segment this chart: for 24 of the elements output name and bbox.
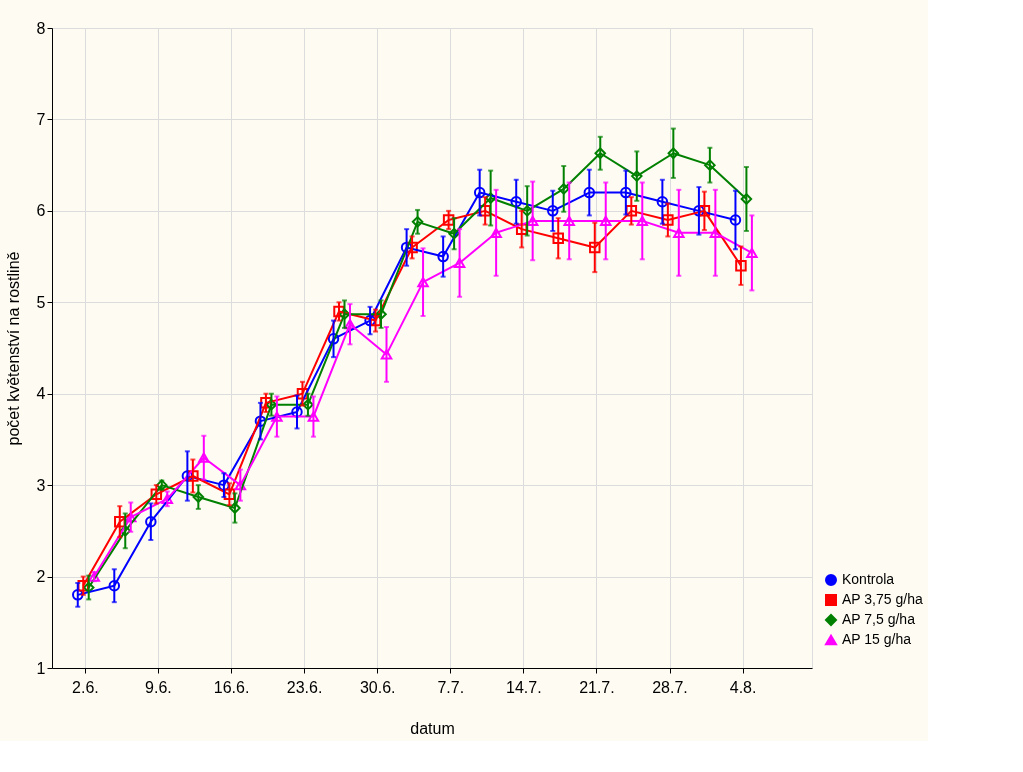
x-axis-title: datum [410, 719, 455, 737]
y-axis-title: počet květenství na rostlině [4, 251, 22, 446]
y-tick-label: 2 [36, 568, 46, 586]
x-tick-label: 30.6. [359, 678, 396, 696]
x-tick-label: 16.6. [213, 678, 250, 696]
y-tick-label: 7 [36, 110, 46, 128]
x-tick-label: 23.6. [286, 678, 323, 696]
legend-label: Kontrola [842, 571, 895, 587]
y-tick-label: 8 [36, 19, 46, 37]
y-tick-label: 1 [36, 659, 46, 677]
y-tick-label: 3 [36, 476, 46, 494]
x-tick-label: 21.7. [579, 678, 615, 696]
x-tick-label: 28.7. [652, 678, 688, 696]
legend-label: AP 3,75 g/ha [842, 591, 923, 607]
y-tick-label: 5 [36, 293, 46, 311]
x-tick-label: 14.7. [506, 678, 542, 696]
y-tick-label: 4 [36, 385, 46, 403]
x-tick-label: 4.8. [729, 678, 757, 696]
x-tick-label: 9.6. [145, 678, 172, 696]
x-tick-label: 7.7. [437, 678, 465, 696]
legend-label: AP 7,5 g/ha [842, 611, 916, 627]
legend-label: AP 15 g/ha [842, 631, 912, 647]
x-tick-label: 2.6. [72, 678, 99, 696]
y-tick-label: 6 [36, 202, 46, 220]
